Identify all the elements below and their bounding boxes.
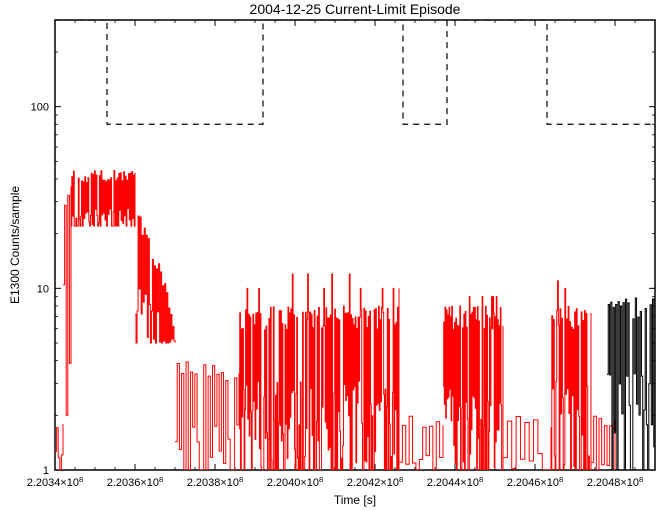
- x-tick-label: 2.2044×108: [427, 475, 484, 490]
- x-tick-label: 2.2038×108: [187, 475, 244, 490]
- y-tick-label: 1: [43, 465, 49, 477]
- x-tick-label: 2.2048×108: [587, 475, 644, 490]
- y-tick-label: 10: [37, 283, 49, 295]
- x-tick-label: 2.2040×108: [267, 475, 324, 490]
- y-axis-label: E1300 Counts/sample: [8, 186, 22, 304]
- x-tick-label: 2.2036×108: [107, 475, 164, 490]
- x-tick-label: 2.2034×108: [27, 475, 84, 490]
- chart-plot: 2004-12-25 Current-Limit Episode 2.2034×1…: [0, 0, 665, 511]
- y-tick-label: 100: [31, 102, 49, 114]
- x-tick-label: 2.2046×108: [507, 475, 564, 490]
- x-axis-label: Time [s]: [334, 493, 376, 507]
- chart-title: 2004-12-25 Current-Limit Episode: [250, 1, 461, 17]
- x-tick-label: 2.2042×108: [347, 475, 404, 490]
